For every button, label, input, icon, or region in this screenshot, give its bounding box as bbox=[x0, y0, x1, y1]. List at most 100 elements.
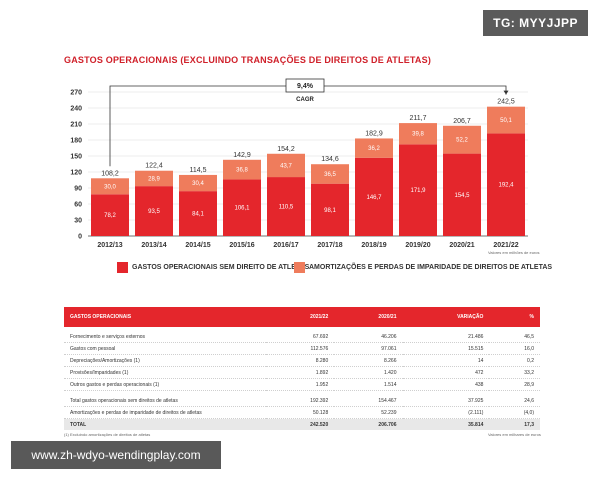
bar-value-label: 98,1 bbox=[324, 208, 336, 214]
bar-operational bbox=[267, 177, 305, 236]
table-cell: 14 bbox=[402, 354, 490, 367]
table-header: GASTOS OPERACIONAIS bbox=[64, 307, 266, 327]
bar-total-label: 206,7 bbox=[453, 118, 471, 125]
x-tick-label: 2013/14 bbox=[141, 242, 166, 249]
bar-value-label: 50,1 bbox=[500, 118, 512, 124]
table-cell: 46.206 bbox=[334, 331, 403, 343]
legend-item-amortization: AMORTIZAÇÕES E PERDAS DE IMPARIDADE DE D… bbox=[294, 262, 552, 273]
x-tick-label: 2021/22 bbox=[493, 242, 518, 249]
bar-value-label: 30,4 bbox=[192, 181, 204, 187]
y-tick-label: 120 bbox=[70, 170, 82, 177]
bar-value-label: 36,8 bbox=[236, 168, 248, 174]
table-cell: 28,9 bbox=[489, 378, 540, 391]
table-units-note: Valores em milhares de euros bbox=[488, 432, 541, 437]
bar-value-label: 146,7 bbox=[366, 195, 382, 201]
bar-value-label: 36,2 bbox=[368, 146, 380, 152]
y-tick-label: 60 bbox=[74, 202, 82, 209]
legend-label-amortization: AMORTIZAÇÕES E PERDAS DE IMPARIDADE DE D… bbox=[309, 264, 553, 271]
y-tick-label: 180 bbox=[70, 138, 82, 145]
table-row: TOTAL 242.520 206.706 35.814 17,3 bbox=[64, 418, 540, 430]
bar-operational bbox=[355, 157, 393, 236]
chart-title: GASTOS OPERACIONAIS (EXCLUINDO TRANSAÇÕE… bbox=[64, 55, 432, 65]
table-cell: 17,3 bbox=[489, 418, 540, 430]
bar-operational bbox=[135, 186, 173, 236]
chart-units-note: Valores em milhões de euros bbox=[488, 250, 540, 255]
operational-costs-table: GASTOS OPERACIONAIS 2021/22 2020/21 VARI… bbox=[64, 307, 540, 430]
bar-operational bbox=[399, 144, 437, 236]
table-cell: 1.952 bbox=[266, 378, 335, 391]
table-cell: 1.514 bbox=[334, 378, 403, 391]
legend-item-operational: GASTOS OPERACIONAIS SEM DIREITO DE ATLET… bbox=[117, 262, 309, 273]
table-cell: 8.266 bbox=[334, 354, 403, 367]
stacked-bar-chart: 0 30 60 90 120 150 180 210 240 270 78,2 30,0 108,2 20… bbox=[70, 78, 528, 249]
table-cell: 1.420 bbox=[334, 366, 403, 379]
bar-total-label: 242,5 bbox=[497, 99, 515, 106]
bar-value-label: 39,8 bbox=[412, 132, 424, 138]
x-tick-label: 2017/18 bbox=[317, 242, 342, 249]
bar-value-label: 30,0 bbox=[104, 184, 116, 190]
table-cell: 1.892 bbox=[266, 366, 335, 379]
y-tick-label: 240 bbox=[70, 106, 82, 113]
table-row: Amortizações e perdas de imparidade de d… bbox=[64, 406, 540, 419]
table-header-row: GASTOS OPERACIONAIS 2021/22 2020/21 VARI… bbox=[64, 307, 540, 327]
bar-total-label: 182,9 bbox=[365, 130, 383, 137]
x-tick-label: 2020/21 bbox=[449, 242, 474, 249]
bar-operational bbox=[223, 179, 261, 236]
table-row: Gastos com pessoal 112.576 97.061 15.515 16,… bbox=[64, 342, 540, 355]
legend-swatch-dark bbox=[117, 262, 128, 273]
table-row: Outros gastos e perdas operacionais (1) 1… bbox=[64, 378, 540, 391]
bar-total-label: 134,6 bbox=[321, 156, 339, 163]
table-cell: 154.467 bbox=[334, 395, 403, 407]
bar-amortization bbox=[223, 159, 261, 180]
table-cell: 21.486 bbox=[402, 331, 490, 343]
table-row-label: Total gastos operacionais sem direitos d… bbox=[64, 395, 266, 407]
x-tick-label: 2015/16 bbox=[229, 242, 254, 249]
x-tick-label: 2018/19 bbox=[361, 242, 386, 249]
table-header: VARIAÇÃO bbox=[402, 307, 490, 327]
table-cell: 50.128 bbox=[266, 406, 335, 419]
bar-value-label: 154,5 bbox=[454, 193, 470, 199]
y-tick-label: 150 bbox=[70, 154, 82, 161]
table-row-label: Outros gastos e perdas operacionais (1) bbox=[64, 378, 266, 391]
cagr-box bbox=[285, 78, 325, 93]
bar-value-label: 36,5 bbox=[324, 172, 336, 178]
bar-total-label: 142,9 bbox=[233, 152, 251, 159]
table-cell: 112.576 bbox=[266, 342, 335, 355]
table-cell: 97.061 bbox=[334, 342, 403, 355]
table-body: Fornecimento e serviços externos 67.692 46… bbox=[64, 327, 540, 430]
y-tick-label: 90 bbox=[74, 186, 82, 193]
table-row: Total gastos operacionais sem direitos d… bbox=[64, 395, 540, 407]
bar-amortization bbox=[179, 174, 217, 192]
table-row-label: Provisões/Imparidades (1) bbox=[64, 366, 266, 379]
table-cell: 24,6 bbox=[489, 395, 540, 407]
bar-amortization bbox=[267, 153, 305, 178]
table-cell: (4,0) bbox=[489, 406, 540, 419]
table-header: 2020/21 bbox=[334, 307, 403, 327]
table-row-label: Amortizações e perdas de imparidade de d… bbox=[64, 406, 266, 419]
cagr-label: CAGR bbox=[296, 97, 314, 103]
bar-value-label: 78,2 bbox=[104, 213, 116, 219]
bar-value-label: 93,5 bbox=[148, 209, 160, 215]
table-header: % bbox=[489, 307, 540, 327]
cagr-arrowhead bbox=[503, 90, 509, 95]
table-row: Provisões/Imparidades (1) 1.892 1.420 472 33… bbox=[64, 366, 540, 379]
bar-total-label: 211,7 bbox=[410, 115, 427, 122]
table-footnote: (1) Excluindo amortizações de direitos d… bbox=[64, 432, 151, 437]
table-cell: 67.692 bbox=[266, 331, 335, 343]
table-row-label: Depreciações/Amortizações (1) bbox=[64, 354, 266, 367]
table-header: 2021/22 bbox=[266, 307, 335, 327]
table-cell: 242.520 bbox=[266, 418, 335, 430]
bar-amortization bbox=[487, 106, 525, 134]
x-tick-label: 2014/15 bbox=[185, 242, 210, 249]
bar-value-label: 52,2 bbox=[456, 138, 468, 144]
bar-total-label: 122,4 bbox=[145, 163, 163, 170]
table-cell: (2.111) bbox=[402, 406, 490, 419]
x-tick-label: 2019/20 bbox=[405, 242, 430, 249]
bar-value-label: 84,1 bbox=[192, 212, 204, 218]
table-cell: 8.280 bbox=[266, 354, 335, 367]
bar-value-label: 110,5 bbox=[279, 205, 294, 211]
bar-operational bbox=[443, 153, 481, 236]
table-cell: 52.239 bbox=[334, 406, 403, 419]
table-cell: 206.706 bbox=[334, 418, 403, 430]
bar-value-label: 106,1 bbox=[234, 206, 250, 212]
